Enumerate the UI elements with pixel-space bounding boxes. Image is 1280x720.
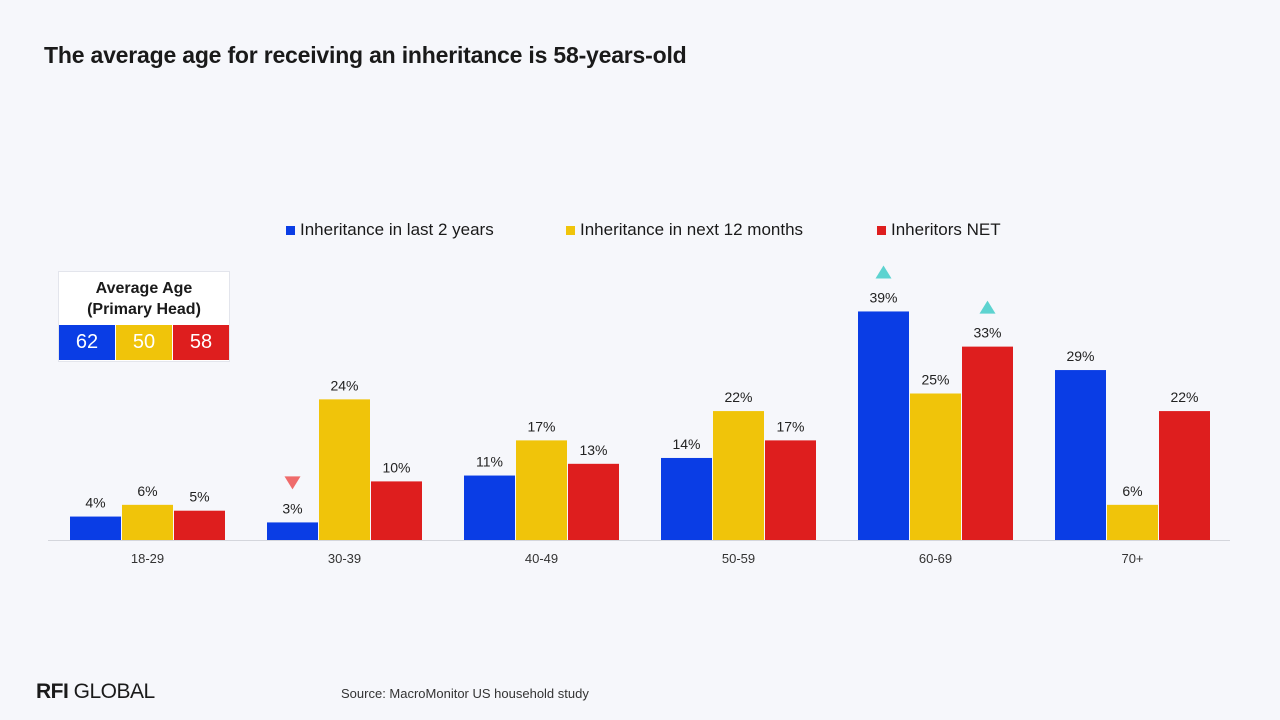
data-label-60-69-series-2: 25% — [921, 372, 949, 388]
x-tick-label-30-39: 30-39 — [328, 551, 361, 566]
data-label-40-49-series-3: 13% — [579, 442, 607, 458]
logo-bold-text: RFI — [36, 680, 69, 703]
legend-label-series-3: Inheritors NET — [891, 220, 1001, 239]
data-label-18-29-series-1: 4% — [85, 495, 105, 511]
source-note: Source: MacroMonitor US household study — [341, 686, 589, 701]
average-age-title-line1: Average Age — [95, 280, 193, 297]
bar-60-69-series-3 — [962, 346, 1013, 540]
legend-label-series-1: Inheritance in last 2 years — [300, 220, 494, 239]
bar-18-29-series-2 — [122, 504, 173, 540]
bar-50-59-series-2 — [713, 411, 764, 540]
x-tick-label-50-59: 50-59 — [722, 551, 755, 566]
average-age-title-line2: (Primary Head) — [87, 301, 201, 318]
data-label-40-49-series-1: 11% — [476, 454, 503, 470]
average-age-series-1: 62 — [59, 325, 115, 360]
data-label-60-69-series-1: 39% — [869, 289, 897, 305]
data-label-70+-series-2: 6% — [1122, 483, 1142, 499]
data-label-50-59-series-3: 17% — [776, 418, 804, 434]
bar-40-49-series-2 — [516, 440, 567, 540]
bar-60-69-series-1 — [858, 311, 909, 540]
average-age-box: Average Age (Primary Head) 62 50 58 — [58, 271, 230, 362]
bar-18-29-series-1 — [70, 516, 121, 540]
bar-18-29-series-3 — [174, 510, 225, 540]
bar-50-59-series-1 — [661, 457, 712, 540]
bar-30-39-series-2 — [319, 399, 370, 540]
rfi-global-logo: RFI GLOBAL — [36, 680, 155, 704]
data-label-70+-series-3: 22% — [1170, 389, 1198, 405]
bar-70+-series-1 — [1055, 370, 1106, 540]
legend-item-series-1: Inheritance in last 2 years — [286, 220, 494, 240]
bar-50-59-series-3 — [765, 440, 816, 540]
average-age-title: Average Age (Primary Head) — [59, 278, 229, 320]
data-label-60-69-series-3: 33% — [973, 325, 1001, 341]
bar-40-49-series-1 — [464, 475, 515, 540]
marker-down-30-39-series-1 — [284, 476, 301, 490]
data-label-18-29-series-2: 6% — [137, 483, 157, 499]
x-tick-label-40-49: 40-49 — [525, 551, 558, 566]
data-label-70+-series-1: 29% — [1066, 348, 1094, 364]
legend-swatch-series-2 — [566, 225, 575, 235]
bar-70+-series-2 — [1107, 504, 1158, 540]
bar-40-49-series-3 — [568, 463, 619, 540]
data-label-18-29-series-3: 5% — [189, 489, 209, 505]
marker-up-60-69-series-3 — [979, 300, 996, 314]
legend-label-series-2: Inheritance in next 12 months — [580, 220, 804, 239]
bar-30-39-series-3 — [371, 481, 422, 540]
bar-70+-series-3 — [1159, 411, 1210, 540]
legend-swatch-series-1 — [286, 225, 295, 235]
legend: Inheritance in last 2 years Inheritance … — [0, 220, 1280, 242]
legend-swatch-series-3 — [877, 225, 886, 235]
x-tick-label-70+: 70+ — [1121, 551, 1143, 566]
data-label-50-59-series-1: 14% — [672, 436, 700, 452]
chart-title: The average age for receiving an inherit… — [44, 42, 687, 68]
x-tick-label-18-29: 18-29 — [131, 551, 164, 566]
average-age-series-3: 58 — [173, 325, 229, 360]
bar-30-39-series-1 — [267, 522, 318, 540]
legend-item-series-3: Inheritors NET — [877, 220, 1001, 240]
data-label-50-59-series-2: 22% — [724, 389, 752, 405]
data-label-30-39-series-1: 3% — [282, 500, 302, 516]
data-label-40-49-series-2: 17% — [527, 418, 555, 434]
average-age-series-2: 50 — [116, 325, 172, 360]
data-label-30-39-series-2: 24% — [330, 377, 358, 393]
legend-item-series-2: Inheritance in next 12 months — [566, 220, 803, 240]
bar-60-69-series-2 — [910, 393, 961, 540]
logo-text: GLOBAL — [73, 680, 156, 703]
marker-up-60-69-series-1 — [875, 265, 892, 279]
x-tick-label-60-69: 60-69 — [919, 551, 952, 566]
data-label-30-39-series-3: 10% — [382, 459, 410, 475]
